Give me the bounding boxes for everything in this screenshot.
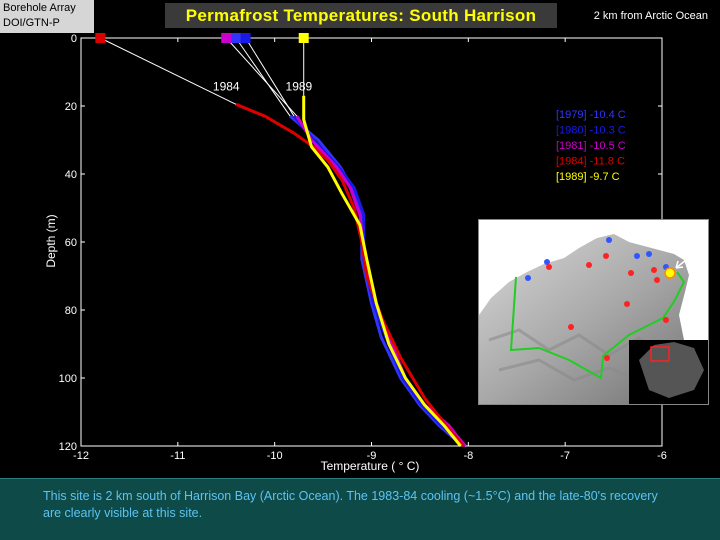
legend-item-1989: [1989] -9.7 C	[556, 171, 620, 183]
badge-line-2: DOI/GTN-P	[3, 17, 60, 29]
legend-item-1984: [1984] -11.8 C	[556, 156, 625, 168]
x-tick-label: -6	[657, 450, 667, 462]
caption-panel: This site is 2 km south of Harrison Bay …	[0, 478, 720, 540]
series-line-1979	[289, 115, 465, 448]
x-tick-label: -8	[463, 450, 473, 462]
surface-guide-lines	[100, 37, 305, 117]
location-map-inset	[478, 219, 709, 405]
site-pointer-arrow	[675, 255, 692, 269]
subtitle: 2 km from Arctic Ocean	[593, 10, 708, 22]
y-tick-label: 40	[65, 169, 77, 181]
y-tick-label: 120	[59, 441, 77, 453]
surface-guide-1980	[245, 37, 295, 117]
x-tick-label: -9	[367, 450, 377, 462]
caption-text: This site is 2 km south of Harrison Bay …	[43, 489, 658, 520]
surface-marker-1984	[95, 33, 106, 43]
surface-markers	[95, 33, 309, 43]
y-tick-label: 80	[65, 305, 77, 317]
south-harrison-site-marker	[664, 267, 676, 279]
series-group	[235, 95, 467, 448]
surface-guide-1984	[100, 37, 237, 105]
x-tick-label: -7	[560, 450, 570, 462]
series-line-1989	[302, 95, 462, 447]
study-area-box	[650, 346, 670, 362]
legend-item-1981: [1981] -10.5 C	[556, 140, 626, 152]
surface-guide-1981	[225, 37, 298, 117]
legend-item-1979: [1979] -10.4 C	[556, 109, 626, 121]
surface-marker-1980	[240, 33, 251, 43]
y-tick-label: 60	[65, 237, 77, 249]
page-title: Permafrost Temperatures: South Harrison	[185, 5, 537, 25]
x-axis-label: Temperature ( ° C)	[321, 459, 420, 473]
annotation-1984: 1984	[213, 80, 240, 94]
location-map	[479, 220, 708, 404]
x-tick-label: -10	[267, 450, 283, 462]
surface-guide-1979	[235, 37, 291, 117]
legend: [1979] -10.4 C [1980] -10.3 C [1981] -10.5…	[556, 109, 626, 183]
series-line-1984	[235, 102, 465, 447]
surface-marker-1989	[298, 33, 309, 43]
surface-marker-1981	[221, 33, 232, 43]
series-line-1981	[295, 115, 467, 447]
x-tick-label: -11	[170, 450, 185, 462]
y-tick-label: 0	[71, 33, 77, 45]
badge-line-1: Borehole Array	[3, 2, 76, 14]
series-line-1980	[292, 115, 465, 448]
x-tick-label: -12	[73, 450, 89, 462]
y-axis-label: Depth (m)	[44, 214, 58, 267]
y-tick-label: 100	[59, 373, 77, 385]
axis-ticks: -12 -11 -10 -9 -8 -7 -6 0 20 40 60 80 100 120	[59, 33, 667, 462]
annotations: 1984 1989	[213, 80, 313, 94]
title-box: Permafrost Temperatures: South Harrison	[165, 3, 557, 28]
surface-marker-1979	[230, 33, 241, 43]
annotation-1989: 1989	[286, 80, 313, 94]
npr-a-boundary	[509, 271, 686, 380]
legend-item-1980: [1980] -10.3 C	[556, 125, 626, 137]
y-tick-label: 20	[65, 101, 77, 113]
borehole-array-badge: Borehole Array DOI/GTN-P	[0, 0, 94, 33]
borehole-sites	[525, 237, 669, 361]
